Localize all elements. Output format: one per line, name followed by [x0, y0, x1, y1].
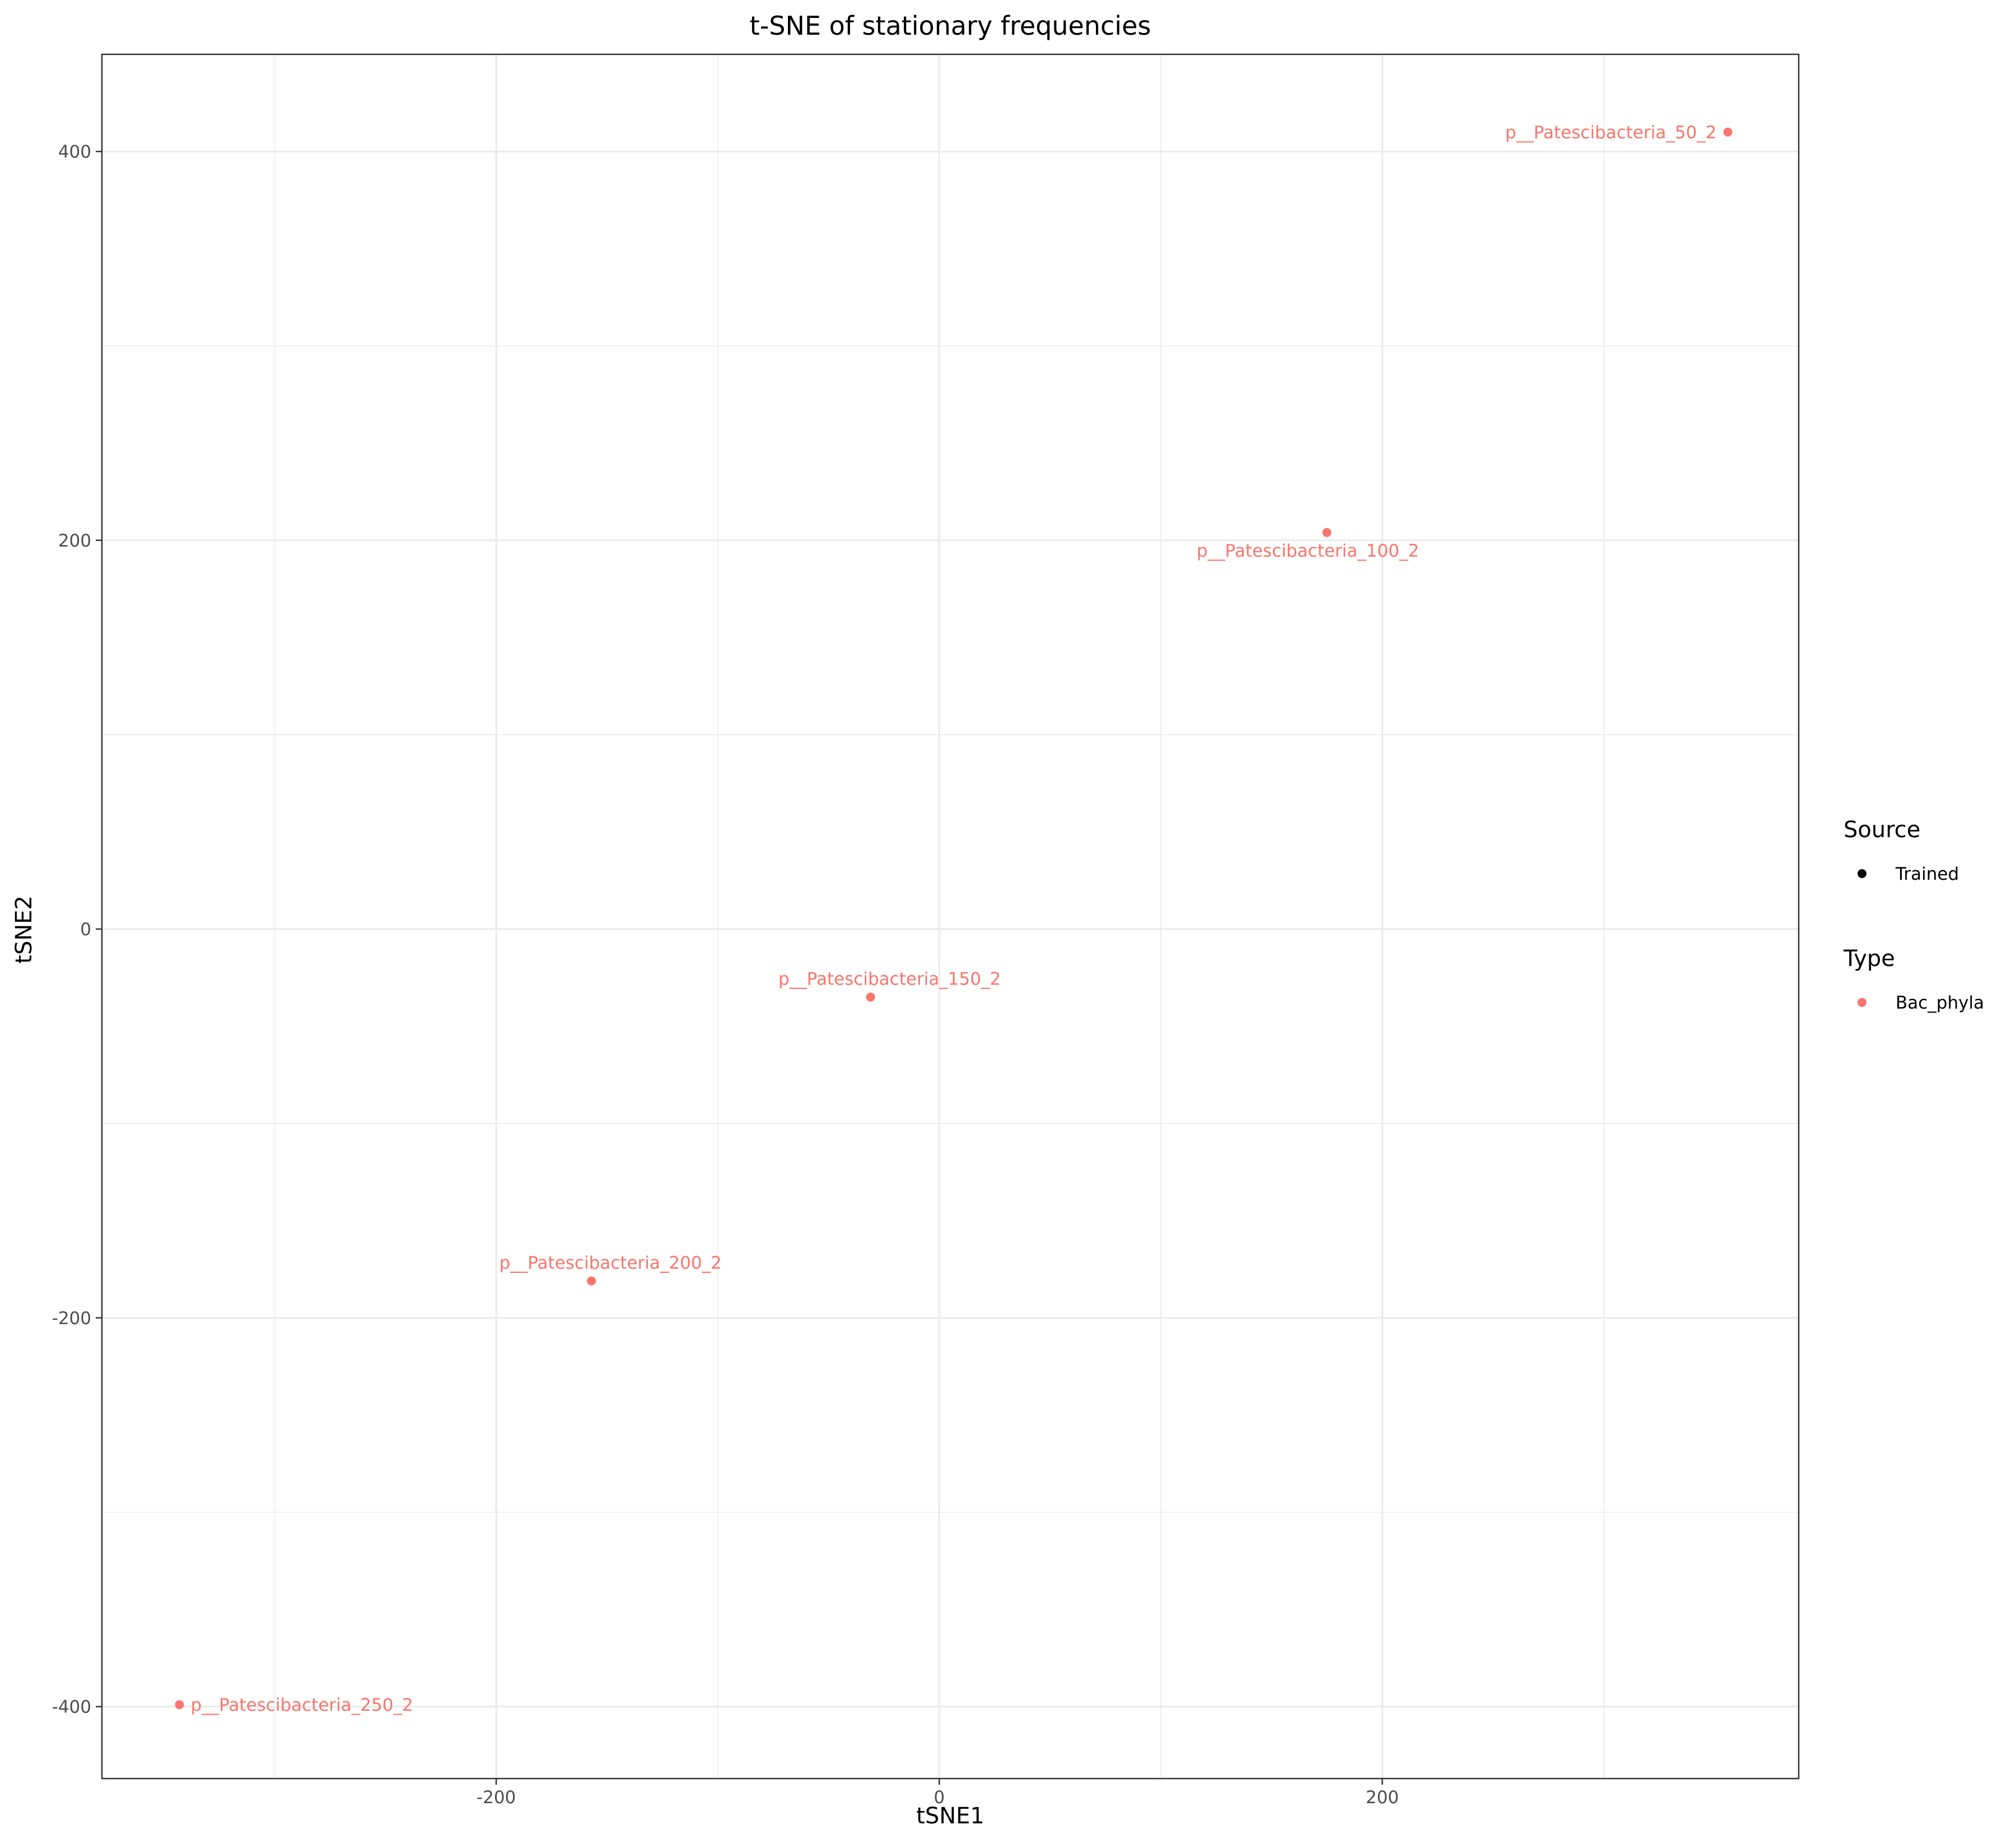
panel-border	[101, 53, 1800, 1780]
y-tick-label: 0	[80, 920, 91, 940]
point-label: p__Patescibacteria_250_2	[190, 1695, 413, 1715]
point-label: p__Patescibacteria_50_2	[1505, 123, 1716, 143]
legend-title-source: Source	[1844, 817, 1920, 843]
data-point	[1322, 528, 1332, 537]
legend: Source Trained Type Bac_phyla	[1843, 817, 1984, 1013]
legend-key	[1858, 869, 1866, 878]
legend-title-type: Type	[1843, 946, 1895, 972]
legend-label: Bac_phyla	[1896, 993, 1984, 1013]
x-axis-ticks: -200 0 200	[477, 1779, 1399, 1808]
x-tick-label: 0	[934, 1788, 945, 1808]
data-point	[175, 1700, 184, 1710]
data-point	[866, 992, 875, 1002]
legend-label: Trained	[1895, 864, 1959, 884]
legend-key	[1858, 998, 1866, 1007]
y-tick-label: -400	[52, 1697, 91, 1718]
point-label: p__Patescibacteria_100_2	[1197, 541, 1419, 561]
x-tick-label: 200	[1366, 1788, 1399, 1808]
y-axis-title: tSNE2	[11, 895, 37, 964]
data-point	[587, 1276, 596, 1286]
point-label: p__Patescibacteria_200_2	[500, 1253, 722, 1273]
point-labels: p__Patescibacteria_50_2 p__Patescibacteri…	[190, 123, 1716, 1715]
grid-major	[102, 54, 1799, 1779]
point-label: p__Patescibacteria_150_2	[778, 969, 1001, 990]
y-tick-label: 400	[58, 142, 91, 162]
y-tick-label: -200	[52, 1308, 91, 1328]
y-tick-label: 200	[58, 531, 91, 551]
chart-title: t-SNE of stationary frequencies	[750, 11, 1151, 41]
x-axis-title: tSNE1	[916, 1803, 984, 1829]
grid-minor	[102, 54, 1799, 1779]
data-points	[175, 127, 1733, 1710]
y-axis-ticks: -400 -200 0 200 400	[52, 142, 102, 1718]
data-point	[1723, 127, 1733, 137]
x-tick-label: -200	[477, 1788, 516, 1808]
